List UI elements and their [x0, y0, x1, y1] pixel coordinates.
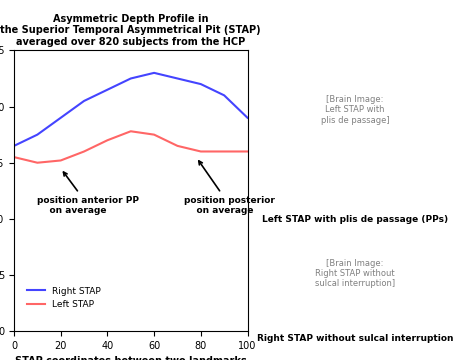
Left STAP — [35, 161, 40, 165]
Right STAP — [105, 87, 110, 92]
Left STAP — [151, 132, 157, 137]
Right STAP — [11, 144, 17, 148]
Text: Left STAP with plis de passage (PPs): Left STAP with plis de passage (PPs) — [262, 215, 448, 224]
Right STAP — [221, 93, 227, 98]
Left STAP — [128, 129, 134, 134]
Legend: Right STAP, Left STAP: Right STAP, Left STAP — [23, 283, 105, 312]
Left STAP — [81, 149, 87, 154]
Right STAP — [128, 76, 134, 81]
Text: position posterior
    on average: position posterior on average — [184, 161, 276, 215]
Line: Right STAP: Right STAP — [14, 73, 248, 146]
Left STAP — [11, 155, 17, 159]
Right STAP — [175, 76, 180, 81]
Line: Left STAP: Left STAP — [14, 131, 248, 163]
X-axis label: STAP coordinates between two landmarks: STAP coordinates between two landmarks — [15, 356, 247, 360]
Text: position anterior PP
    on average: position anterior PP on average — [37, 172, 139, 215]
Text: [Brain Image:
Left STAP with
plis de passage]: [Brain Image: Left STAP with plis de pas… — [321, 95, 389, 125]
Right STAP — [151, 71, 157, 75]
Left STAP — [221, 149, 227, 154]
Text: [Brain Image:
Right STAP without
sulcal interruption]: [Brain Image: Right STAP without sulcal … — [315, 259, 395, 288]
Left STAP — [58, 158, 64, 163]
Right STAP — [58, 116, 64, 120]
Right STAP — [81, 99, 87, 103]
Left STAP — [245, 149, 250, 154]
Right STAP — [245, 116, 250, 120]
Left STAP — [175, 144, 180, 148]
Text: Right STAP without sulcal interruption: Right STAP without sulcal interruption — [257, 334, 453, 343]
Right STAP — [35, 132, 40, 137]
Title: Asymmetric Depth Profile in
the Superior Temporal Asymmetrical Pit (STAP)
averag: Asymmetric Depth Profile in the Superior… — [0, 14, 261, 47]
Right STAP — [198, 82, 204, 86]
Left STAP — [105, 138, 110, 143]
Left STAP — [198, 149, 204, 154]
